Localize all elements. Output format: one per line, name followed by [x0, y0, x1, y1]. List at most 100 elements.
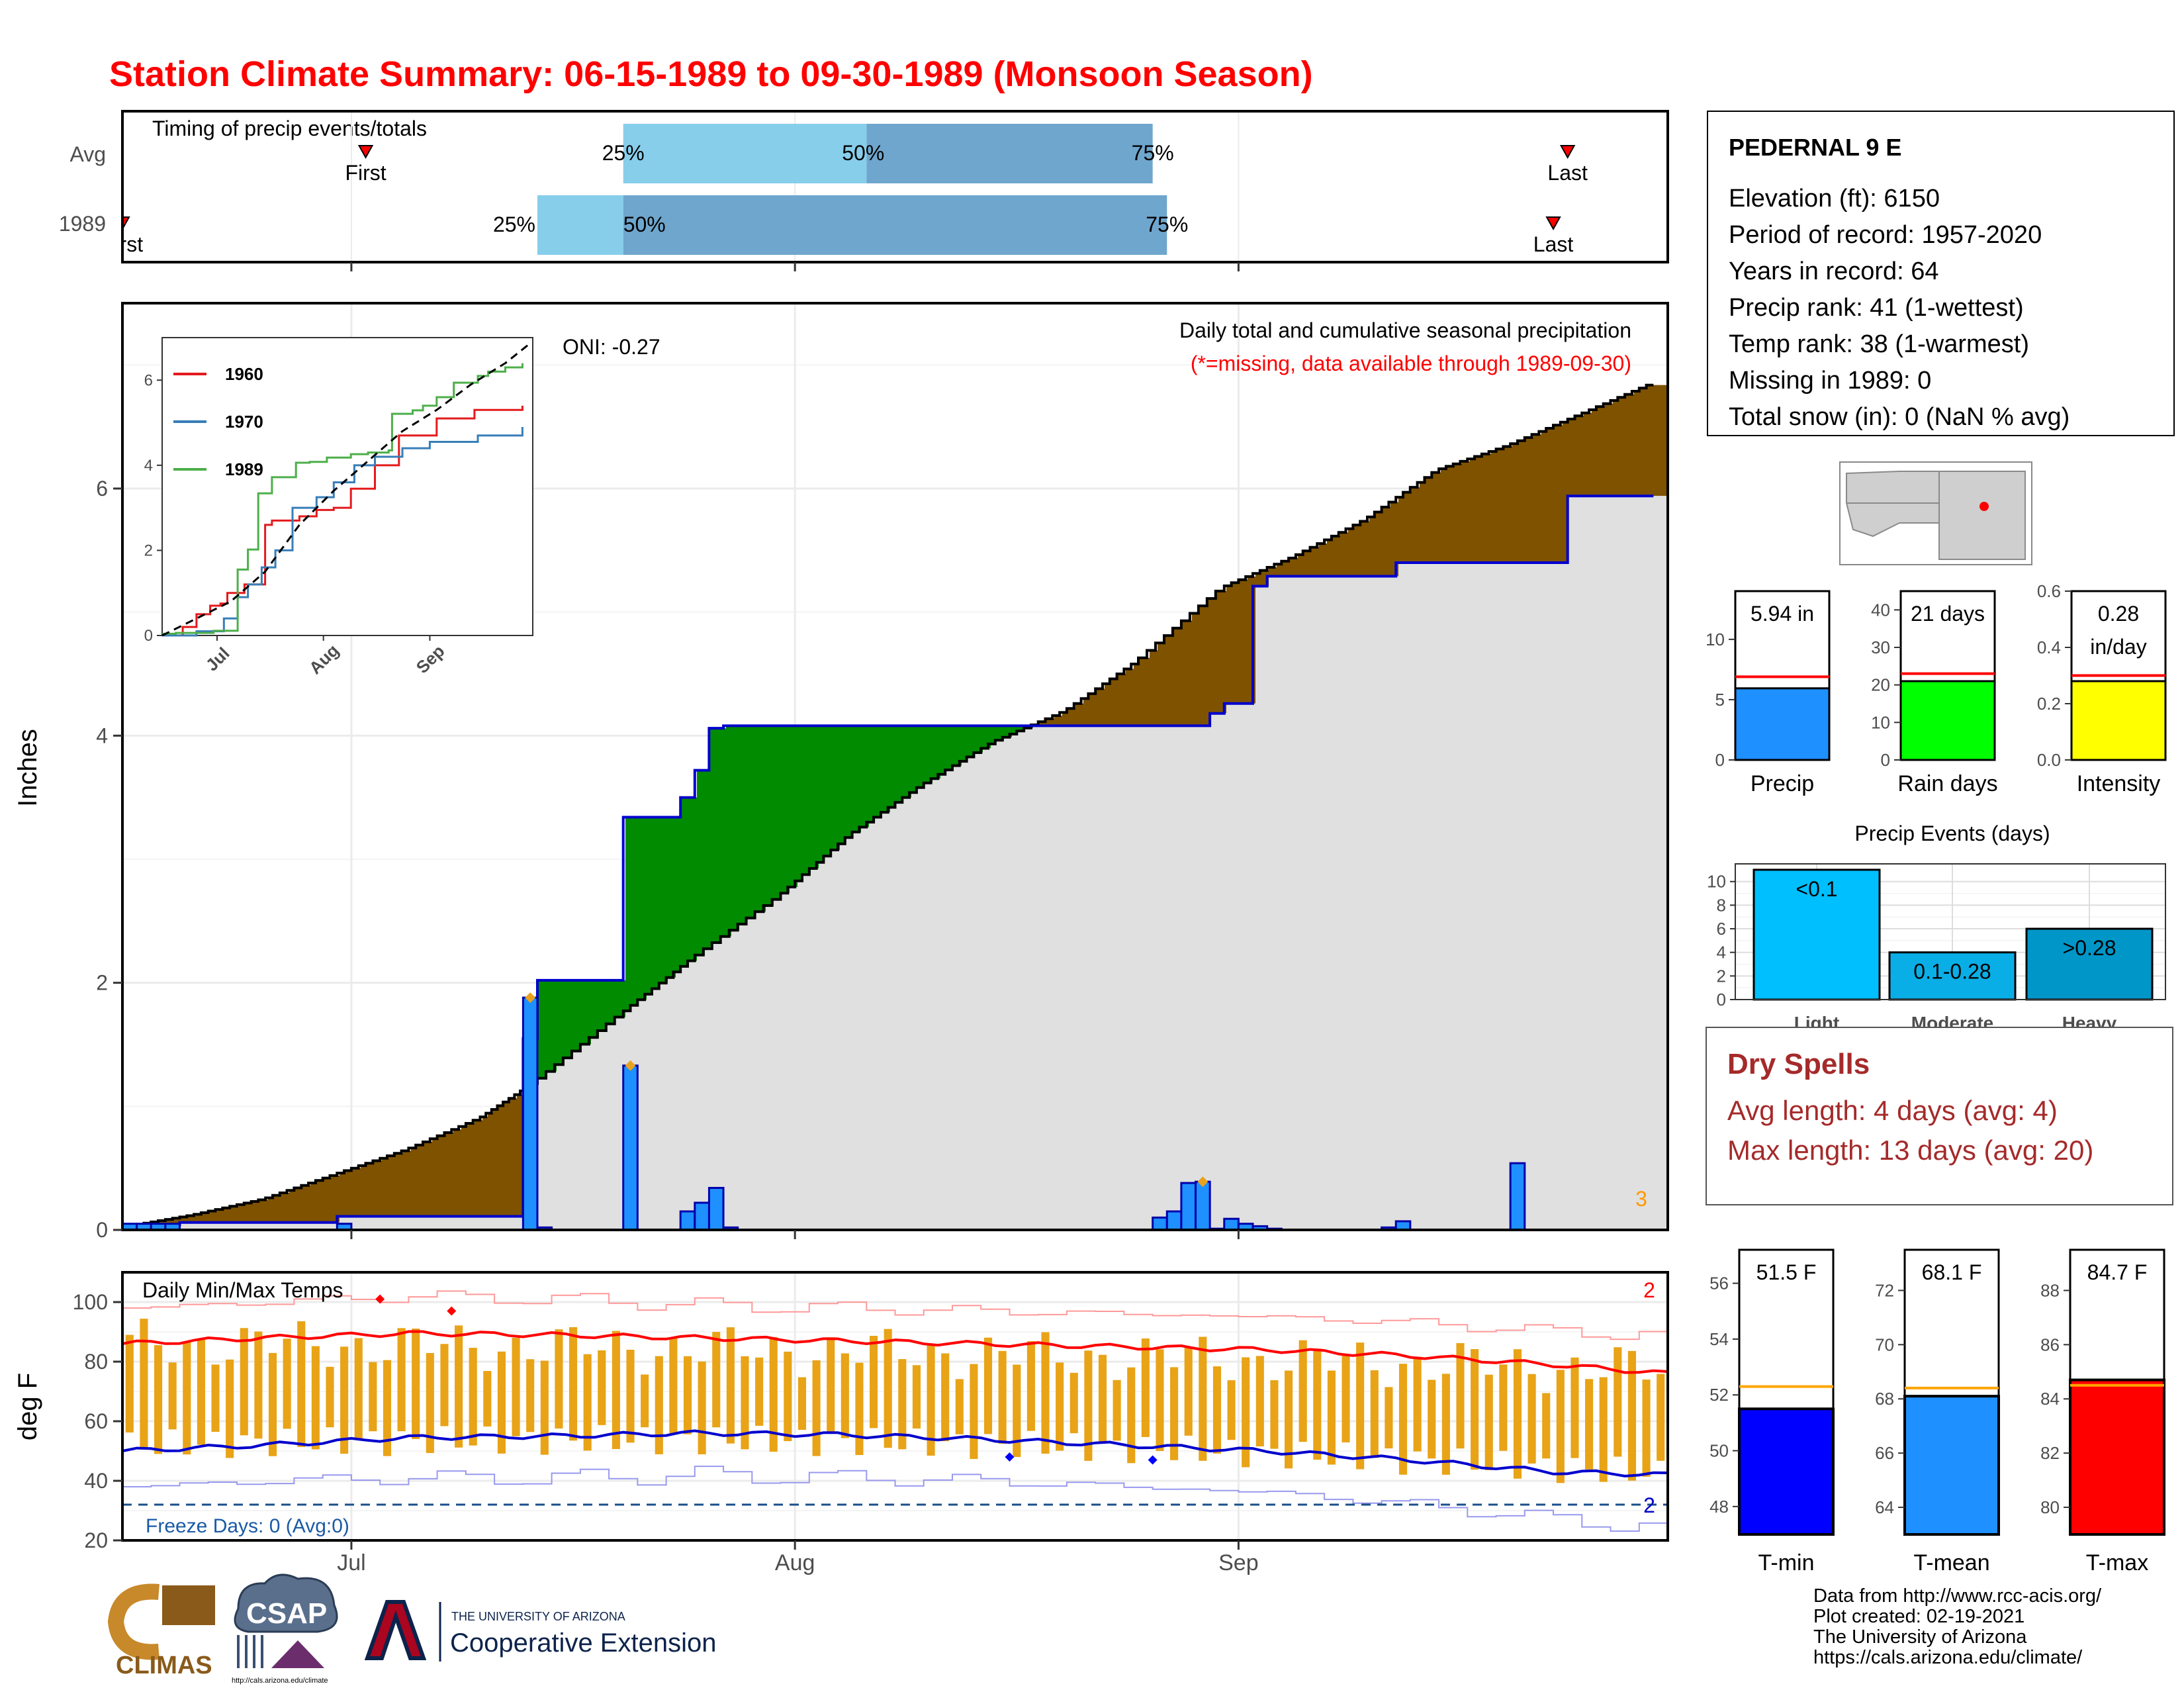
difference-fill: [702, 770, 705, 955]
lower-fill: [745, 924, 748, 1230]
lower-fill: [893, 807, 896, 1230]
lower-fill: [1393, 576, 1396, 1230]
mini-bar-category-label: Rain days: [1897, 771, 1997, 796]
difference-fill: [1488, 453, 1492, 563]
difference-fill: [893, 726, 896, 808]
inset-legend-label: 1989: [225, 459, 263, 479]
difference-fill: [858, 726, 862, 832]
difference-fill: [1552, 428, 1555, 563]
lower-fill: [903, 797, 907, 1230]
mini-bar-intensity: [2070, 680, 2167, 761]
difference-fill: [610, 980, 613, 1024]
difference-fill: [210, 1211, 213, 1223]
lower-fill: [697, 955, 700, 1230]
difference-fill: [244, 1203, 248, 1223]
difference-fill: [1195, 613, 1198, 726]
lower-fill: [1480, 563, 1484, 1230]
difference-fill: [1224, 590, 1227, 714]
ua-logo-small-text: THE UNIVERSITY OF ARIZONA: [451, 1610, 625, 1623]
daily-temp-bar: [1456, 1342, 1465, 1449]
daily-temp-bar: [540, 1360, 549, 1455]
lower-fill: [1552, 563, 1555, 1230]
dry-spells-title: Dry Spells: [1727, 1048, 1870, 1080]
difference-fill: [1327, 539, 1330, 577]
difference-fill: [914, 726, 917, 793]
difference-fill: [1584, 412, 1587, 496]
difference-fill: [175, 1218, 179, 1225]
lower-fill: [721, 936, 724, 1230]
difference-fill: [755, 726, 758, 912]
lower-fill: [734, 930, 737, 1230]
daily-temp-bar: [1270, 1380, 1279, 1449]
difference-fill: [752, 726, 756, 918]
events-tick-label: 8: [1717, 895, 1726, 915]
difference-fill: [302, 1185, 306, 1223]
mini-bar-tick-label: 10: [1871, 712, 1890, 732]
difference-fill: [845, 726, 848, 838]
difference-fill: [260, 1199, 263, 1223]
difference-fill: [1009, 726, 1013, 737]
lower-fill: [1351, 576, 1354, 1230]
lower-fill: [790, 887, 793, 1230]
lower-fill: [498, 1216, 502, 1230]
lower-fill: [475, 1216, 478, 1230]
lower-fill: [382, 1216, 385, 1230]
record-marker: [625, 1060, 636, 1071]
mini-bar-value-unit: in/day: [2090, 635, 2146, 659]
daily-temp-bar: [955, 1379, 964, 1434]
difference-fill: [493, 1109, 496, 1217]
difference-fill: [538, 980, 541, 1078]
lower-fill: [1213, 713, 1216, 1230]
difference-fill: [668, 817, 671, 978]
daily-temp-bar: [1428, 1380, 1436, 1459]
lower-fill: [887, 812, 891, 1230]
lower-fill: [1412, 563, 1415, 1230]
difference-fill: [1044, 722, 1047, 726]
difference-fill: [1057, 716, 1060, 726]
difference-fill: [1338, 536, 1341, 577]
difference-fill: [541, 980, 544, 1078]
difference-fill: [1420, 482, 1423, 563]
difference-fill: [459, 1129, 462, 1217]
difference-fill: [763, 726, 766, 912]
daily-temp-bar: [1556, 1370, 1565, 1483]
events-bar-label: 0.1-0.28: [1913, 960, 1991, 984]
daily-temp-bar: [1441, 1374, 1450, 1475]
difference-fill: [715, 728, 719, 943]
lower-fill: [1102, 726, 1105, 1230]
lower-fill: [289, 1222, 293, 1230]
lower-fill: [1054, 726, 1058, 1230]
lower-fill: [1131, 726, 1134, 1230]
temp-bar-tick-label: 88: [2040, 1280, 2060, 1300]
difference-fill: [951, 726, 954, 771]
difference-fill: [414, 1148, 417, 1217]
daily-temp-bar: [626, 1349, 635, 1443]
lower-fill: [1372, 576, 1375, 1230]
difference-fill: [263, 1199, 266, 1223]
difference-fill: [917, 726, 920, 788]
daily-temp-bar: [455, 1325, 463, 1448]
difference-fill: [1263, 570, 1267, 586]
events-title: Precip Events (days): [1854, 821, 2050, 845]
difference-fill: [999, 726, 1002, 741]
lower-fill: [707, 949, 711, 1230]
timing-first-marker: [357, 145, 374, 160]
difference-fill: [1422, 482, 1426, 563]
daily-temp-bar: [440, 1344, 449, 1427]
lower-fill: [1242, 703, 1246, 1230]
difference-fill: [779, 726, 782, 900]
difference-fill: [295, 1188, 298, 1223]
difference-fill: [1240, 579, 1243, 704]
difference-fill: [686, 797, 690, 966]
lower-fill: [334, 1222, 338, 1230]
difference-fill: [639, 817, 642, 1000]
lower-fill: [1563, 563, 1566, 1230]
difference-fill: [911, 726, 915, 793]
difference-fill: [546, 980, 549, 1072]
temp-bar-tick-label: 70: [1875, 1335, 1894, 1354]
difference-fill: [1152, 650, 1156, 726]
station-info-line: Precip rank: 41 (1-wettest): [1729, 294, 2024, 322]
lower-fill: [186, 1222, 189, 1230]
difference-fill: [1388, 507, 1391, 577]
difference-fill: [236, 1206, 240, 1223]
